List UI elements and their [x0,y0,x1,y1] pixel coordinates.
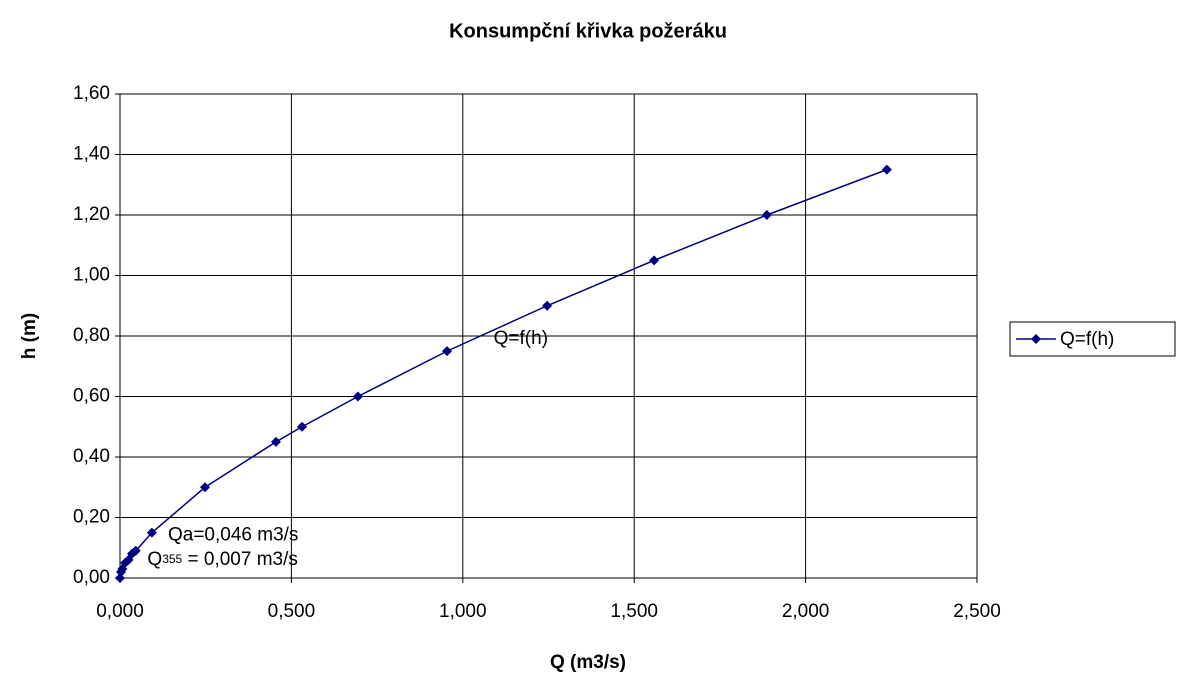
x-tick-label: 2,500 [953,601,1001,622]
data-point [200,482,211,493]
y-tick-label: 1,00 [73,265,110,286]
data-point [115,573,125,583]
x-axis-label: Q (m3/s) [550,652,626,673]
y-axis-label: h (m) [19,313,40,359]
y-tick-label: 1,20 [73,204,110,225]
data-point [297,421,308,432]
y-tick-label: 1,60 [73,83,110,104]
data-point [542,300,553,311]
chart-title: Konsumpční křivka požeráku [449,20,727,42]
annotation-text: Q [147,549,162,570]
x-tick-label: 2,000 [782,601,830,622]
data-point [130,545,141,556]
data-point [146,527,157,538]
annotation-text: Q=f(h) [494,328,548,349]
annotation: Qa=0,046 m3/s [168,525,298,546]
legend-label: Q=f(h) [1060,329,1114,350]
y-tick-label: 0,80 [73,325,110,346]
y-tick-label: 0,00 [73,567,110,588]
y-tick-label: 0,60 [73,386,110,407]
annotation-text: Qa=0,046 m3/s [168,525,298,546]
annotation: Q=f(h) [494,328,548,349]
y-tick-label: 0,20 [73,507,110,528]
y-tick-label: 0,40 [73,446,110,467]
data-point [270,436,281,447]
y-tick-label: 1,40 [73,144,110,165]
x-tick-label: 1,000 [439,601,487,622]
data-point [352,391,363,402]
annotation: Q355 = 0,007 m3/s [147,549,297,570]
x-tick-label: 0,000 [96,601,144,622]
annotation-text: = 0,007 m3/s [182,549,298,570]
annotation-subscript: 355 [162,552,182,566]
legend-marker [1031,334,1041,344]
x-tick-label: 0,500 [268,601,316,622]
data-point [442,346,453,357]
x-tick-label: 1,500 [610,601,658,622]
data-point [761,210,772,220]
data-point [649,255,660,266]
data-point [881,164,892,175]
